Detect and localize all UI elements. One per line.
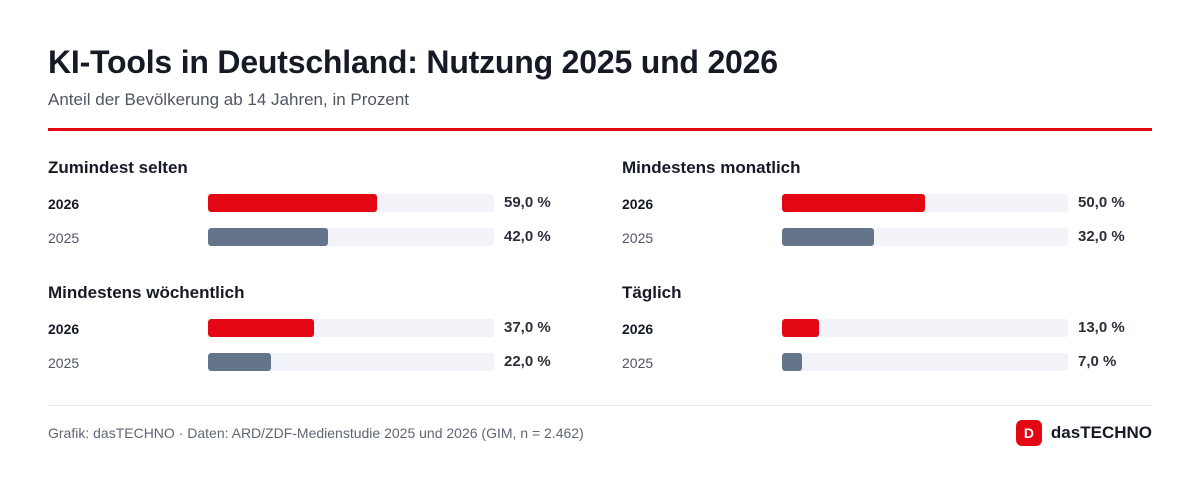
bar-value-label: 22,0 % — [504, 353, 551, 370]
bar-value-label: 7,0 % — [1078, 353, 1117, 370]
bar-label: 2025 — [48, 230, 80, 246]
bar-value-label: 59,0 % — [504, 194, 551, 211]
bar-label: 2026 — [622, 321, 654, 337]
panel-title: Mindestens wöchentlich — [48, 283, 245, 302]
footer-divider — [48, 405, 1152, 406]
bar-fill-2025 — [782, 353, 803, 371]
bar-fill-2026 — [208, 194, 377, 212]
panel-mindestens-woechentlich: Mindestens wöchentlich 2026 37,0 % 2025 … — [48, 283, 554, 383]
bar-row-2026: 2026 50,0 % — [622, 194, 1128, 214]
bar-value-label: 32,0 % — [1078, 228, 1125, 245]
bar-fill-2025 — [208, 228, 329, 246]
bar-fill-2025 — [208, 353, 271, 371]
bar-value-label: 37,0 % — [504, 319, 551, 336]
bar-fill-2026 — [208, 319, 314, 337]
bar-row-2025: 2025 22,0 % — [48, 353, 554, 373]
chart-title: KI-Tools in Deutschland: Nutzung 2025 un… — [48, 44, 778, 80]
bar-row-2026: 2026 37,0 % — [48, 319, 554, 339]
brand-name: dasTECHNO — [1050, 423, 1152, 442]
panel-zumindest-selten: Zumindest selten 2026 59,0 % 2025 42,0 % — [48, 158, 554, 258]
brand-logo: D dasTECHNO — [1015, 420, 1152, 446]
bar-track — [782, 194, 1068, 212]
bar-label: 2026 — [48, 321, 80, 337]
bar-row-2026: 2026 59,0 % — [48, 194, 554, 214]
bar-track — [782, 228, 1068, 246]
bar-label: 2025 — [622, 355, 654, 371]
bar-label: 2025 — [48, 355, 80, 371]
panel-title: Täglich — [622, 283, 682, 302]
panel-title: Mindestens monatlich — [622, 158, 801, 177]
bar-fill-2026 — [782, 319, 820, 337]
brand-badge-icon: D — [1015, 420, 1042, 446]
chart-subtitle: Anteil der Bevölkerung ab 14 Jahren, in … — [48, 90, 410, 109]
bar-track — [208, 353, 494, 371]
bar-track — [782, 319, 1068, 337]
bar-row-2026: 2026 13,0 % — [622, 319, 1128, 339]
panel-taeglich: Täglich 2026 13,0 % 2025 7,0 % — [622, 283, 1128, 383]
bar-fill-2026 — [782, 194, 925, 212]
bar-value-label: 13,0 % — [1078, 319, 1125, 336]
panel-title: Zumindest selten — [48, 158, 188, 177]
bar-fill-2025 — [782, 228, 874, 246]
bar-label: 2026 — [48, 196, 80, 212]
bar-row-2025: 2025 32,0 % — [622, 228, 1128, 248]
bar-label: 2025 — [622, 230, 654, 246]
bar-label: 2026 — [622, 196, 654, 212]
bar-row-2025: 2025 42,0 % — [48, 228, 554, 248]
bar-track — [782, 353, 1068, 371]
bar-track — [208, 194, 494, 212]
bar-track — [208, 228, 494, 246]
bar-row-2025: 2025 7,0 % — [622, 353, 1128, 373]
panel-mindestens-monatlich: Mindestens monatlich 2026 50,0 % 2025 32… — [622, 158, 1128, 258]
bar-track — [208, 319, 494, 337]
bar-value-label: 50,0 % — [1078, 194, 1125, 211]
title-divider — [48, 128, 1152, 131]
bar-value-label: 42,0 % — [504, 228, 551, 245]
source-note: Grafik: dasTECHNO · Daten: ARD/ZDF-Medie… — [48, 425, 584, 441]
